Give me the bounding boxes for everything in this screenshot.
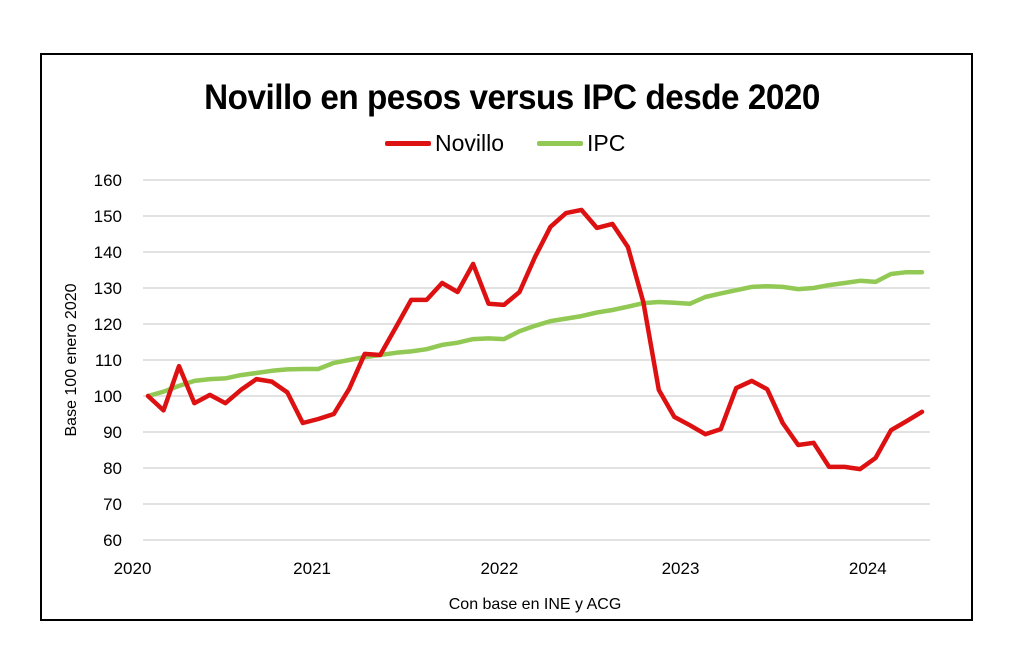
y-tick-label: 70 bbox=[103, 495, 122, 514]
gridlines bbox=[143, 179, 930, 541]
x-axis-ticks: 2020 2021 2022 2023 2024 bbox=[114, 559, 887, 578]
y-tick-label: 130 bbox=[94, 279, 122, 298]
series-line-ipc bbox=[145, 269, 925, 399]
y-axis-ticks: 60 70 80 90 100 110 120 130 140 150 160 bbox=[94, 171, 122, 550]
x-tick-label: 2022 bbox=[480, 559, 518, 578]
y-tick-label: 160 bbox=[94, 171, 122, 190]
y-tick-label: 100 bbox=[94, 387, 122, 406]
x-tick-label: 2023 bbox=[662, 559, 700, 578]
x-tick-label: 2020 bbox=[114, 559, 152, 578]
y-tick-label: 80 bbox=[103, 459, 122, 478]
series-line-novillo bbox=[145, 207, 925, 472]
y-tick-label: 60 bbox=[103, 531, 122, 550]
y-tick-label: 90 bbox=[103, 423, 122, 442]
legend: Novillo IPC bbox=[0, 129, 1024, 157]
legend-swatch-novillo bbox=[385, 140, 431, 146]
legend-label-ipc: IPC bbox=[587, 129, 626, 156]
legend-label-novillo: Novillo bbox=[435, 129, 505, 156]
legend-swatch-ipc bbox=[537, 140, 583, 146]
y-tick-label: 120 bbox=[94, 315, 122, 334]
y-tick-label: 140 bbox=[94, 243, 122, 262]
legend-item-ipc: IPC bbox=[537, 129, 625, 157]
x-tick-label: 2021 bbox=[293, 559, 331, 578]
chart-title: Novillo en pesos versus IPC desde 2020 bbox=[204, 78, 820, 117]
legend-item-novillo: Novillo bbox=[385, 129, 504, 157]
y-axis-label: Base 100 enero 2020 bbox=[63, 283, 80, 436]
y-tick-label: 110 bbox=[95, 351, 122, 370]
x-tick-label: 2024 bbox=[849, 559, 887, 578]
x-axis-label: Con base en INE y ACG bbox=[449, 596, 622, 613]
y-tick-label: 150 bbox=[94, 207, 122, 226]
series-group bbox=[145, 207, 925, 472]
